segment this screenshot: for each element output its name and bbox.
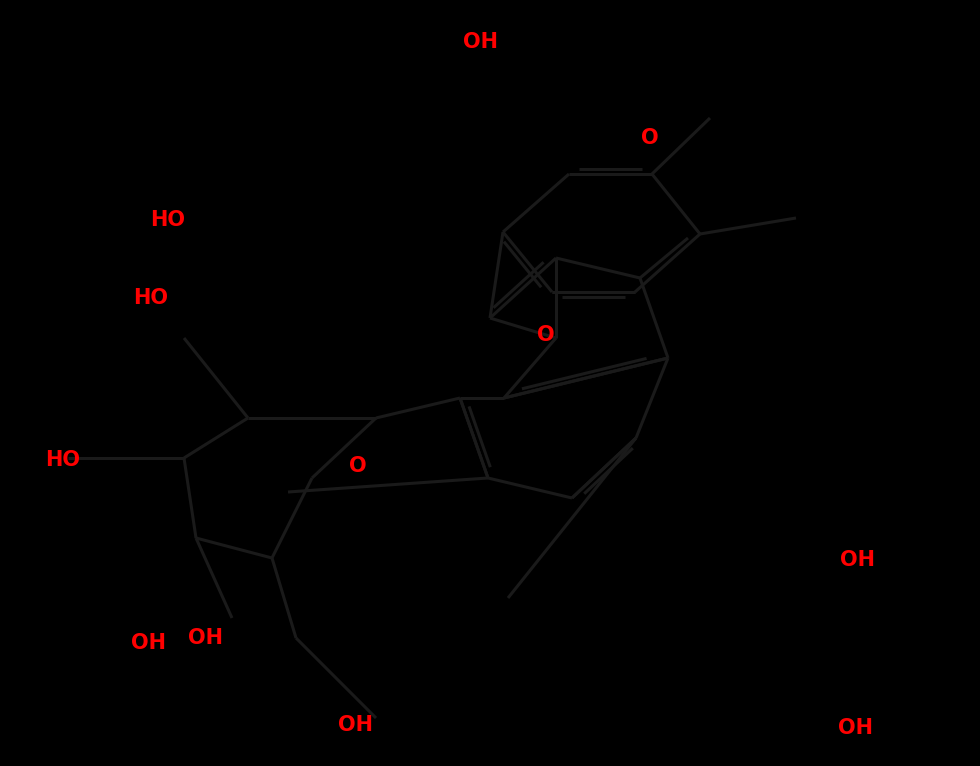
Text: HO: HO: [150, 210, 185, 230]
Text: OH: OH: [337, 715, 372, 735]
Text: HO: HO: [45, 450, 80, 470]
Text: HO: HO: [133, 288, 168, 308]
Text: OH: OH: [838, 718, 873, 738]
Text: OH: OH: [463, 32, 498, 52]
Text: O: O: [641, 128, 659, 148]
Text: OH: OH: [840, 550, 875, 570]
Text: O: O: [349, 456, 367, 476]
Text: OH: OH: [187, 628, 222, 648]
Text: OH: OH: [130, 633, 166, 653]
Text: O: O: [537, 325, 555, 345]
